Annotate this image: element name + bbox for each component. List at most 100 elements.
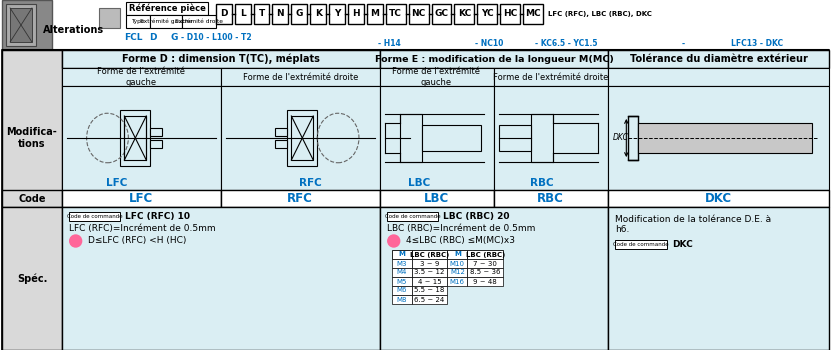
Bar: [220, 190, 380, 207]
Text: Code de commande: Code de commande: [67, 214, 122, 219]
Text: Forme de l'extrémité
gauche: Forme de l'extrémité gauche: [97, 67, 186, 87]
Text: K: K: [314, 9, 322, 19]
Bar: [348, 4, 364, 24]
Text: Forme de l'extrémité droite: Forme de l'extrémité droite: [493, 72, 608, 82]
Bar: [494, 86, 608, 190]
Text: - H14: - H14: [379, 40, 401, 49]
Text: 3.5 ~ 12: 3.5 ~ 12: [414, 270, 445, 275]
Text: HC: HC: [503, 9, 518, 19]
Text: 8.5 ~ 36: 8.5 ~ 36: [470, 270, 500, 275]
Bar: [392, 268, 412, 277]
Bar: [254, 4, 270, 24]
Bar: [2, 50, 62, 350]
Bar: [608, 207, 829, 350]
Text: H: H: [352, 9, 359, 19]
Text: DKC: DKC: [672, 240, 693, 249]
Bar: [638, 123, 812, 153]
Text: Extrémité gauche: Extrémité gauche: [140, 19, 192, 24]
Text: -: -: [681, 40, 685, 49]
Text: h6.: h6.: [616, 225, 630, 234]
Text: M12: M12: [450, 270, 465, 275]
Bar: [500, 4, 520, 24]
Bar: [432, 4, 452, 24]
Bar: [329, 4, 345, 24]
Bar: [310, 4, 326, 24]
Bar: [124, 116, 146, 160]
Bar: [531, 114, 552, 162]
Bar: [10, 8, 32, 42]
Bar: [608, 50, 829, 68]
Bar: [412, 295, 448, 304]
Circle shape: [70, 235, 82, 247]
Bar: [220, 86, 380, 190]
Bar: [98, 8, 121, 28]
Bar: [2, 50, 829, 350]
Text: M: M: [370, 9, 379, 19]
Bar: [220, 68, 380, 86]
Bar: [392, 259, 412, 268]
Circle shape: [388, 235, 399, 247]
Text: D: D: [150, 34, 157, 42]
Bar: [126, 15, 151, 28]
Text: Extrémité droite: Extrémité droite: [175, 19, 223, 24]
Bar: [2, 190, 62, 207]
Bar: [62, 68, 220, 86]
Bar: [2, 0, 52, 50]
Text: Modification de la tolérance D.E. à: Modification de la tolérance D.E. à: [616, 215, 771, 224]
Bar: [2, 207, 62, 350]
Bar: [62, 86, 220, 190]
Text: Code de commande: Code de commande: [613, 242, 669, 247]
Bar: [412, 286, 448, 295]
Bar: [62, 50, 380, 68]
Text: Forme E : modification de la longueur M(MC): Forme E : modification de la longueur M(…: [374, 55, 613, 63]
Bar: [392, 277, 412, 286]
Bar: [62, 190, 220, 207]
Text: M3: M3: [396, 260, 407, 266]
Text: Forme D : dimension T(TC), méplats: Forme D : dimension T(TC), méplats: [121, 54, 319, 64]
Bar: [409, 4, 428, 24]
Text: M5: M5: [397, 279, 407, 285]
Bar: [448, 277, 468, 286]
Text: FCL: FCL: [124, 34, 142, 42]
Text: D≤LFC (RFC) <H (HC): D≤LFC (RFC) <H (HC): [87, 237, 186, 245]
Bar: [448, 268, 468, 277]
Text: 5.5 ~ 18: 5.5 ~ 18: [414, 287, 445, 294]
Bar: [448, 250, 468, 259]
Text: LBC (RBC)=Incrément de 0.5mm: LBC (RBC)=Incrément de 0.5mm: [387, 224, 535, 232]
Bar: [287, 110, 317, 166]
Bar: [422, 125, 481, 151]
Bar: [291, 116, 313, 160]
Bar: [151, 15, 182, 28]
Text: - D10 - L100 - T2: - D10 - L100 - T2: [181, 34, 251, 42]
Bar: [412, 277, 448, 286]
Text: LBC: LBC: [409, 178, 431, 188]
Bar: [380, 86, 494, 190]
Text: LBC (RBC): LBC (RBC): [466, 252, 505, 258]
Text: RFC: RFC: [299, 178, 322, 188]
Bar: [380, 190, 494, 207]
Bar: [182, 15, 215, 28]
Text: D: D: [220, 9, 227, 19]
Text: N: N: [276, 9, 285, 19]
Bar: [392, 250, 412, 259]
Text: Forme de l'extrémité droite: Forme de l'extrémité droite: [243, 72, 358, 82]
Bar: [386, 4, 406, 24]
Text: Y: Y: [334, 9, 340, 19]
Bar: [387, 212, 438, 221]
Bar: [235, 4, 250, 24]
Bar: [121, 110, 151, 166]
Bar: [380, 207, 608, 350]
Bar: [468, 268, 503, 277]
Bar: [468, 277, 503, 286]
Bar: [62, 207, 380, 350]
Text: LFC: LFC: [106, 178, 127, 188]
Bar: [478, 4, 497, 24]
Text: G: G: [295, 9, 303, 19]
Bar: [215, 4, 232, 24]
Text: RBC: RBC: [537, 192, 564, 205]
Text: Alterations: Alterations: [43, 25, 104, 35]
Text: M: M: [399, 252, 405, 258]
Bar: [392, 295, 412, 304]
Bar: [412, 259, 448, 268]
Text: 6.5 ~ 24: 6.5 ~ 24: [414, 296, 444, 302]
